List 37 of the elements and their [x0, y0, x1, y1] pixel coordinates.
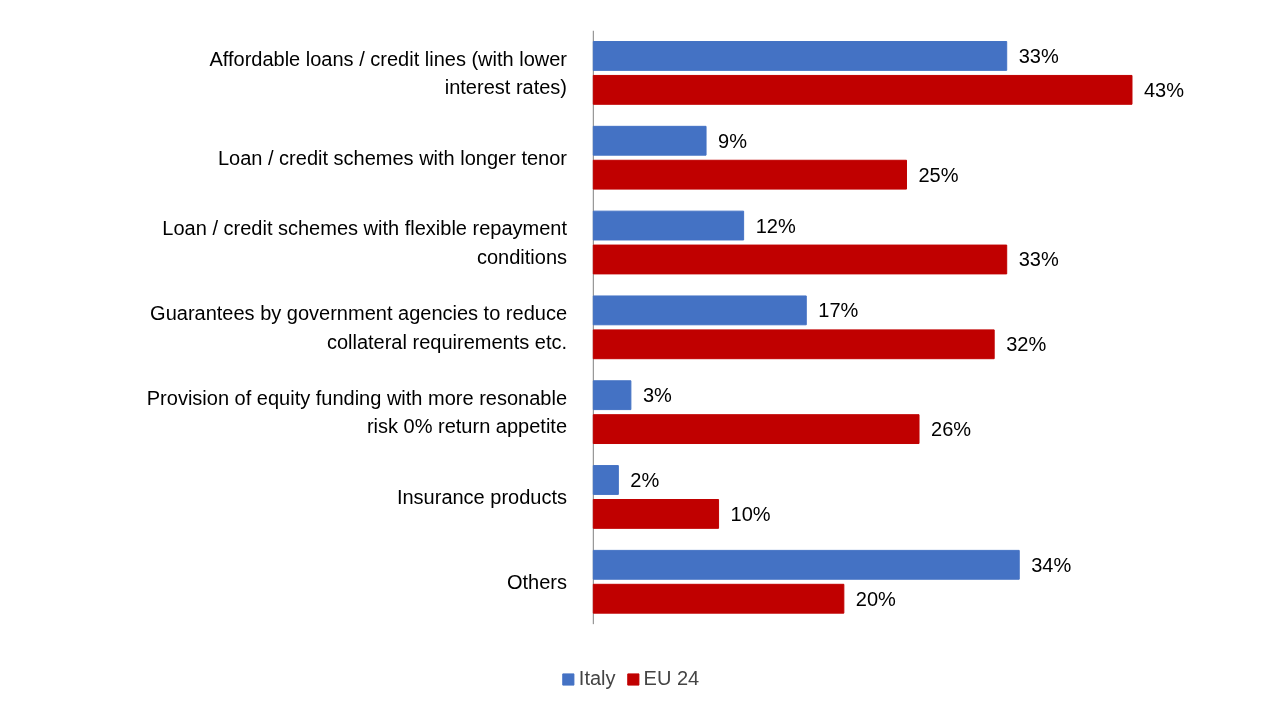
bar — [592, 295, 807, 326]
bar — [592, 74, 1133, 105]
bar — [592, 583, 845, 614]
data-label: 34% — [1031, 553, 1072, 576]
data-label: 20% — [855, 587, 897, 610]
y-tick-label: Others — [506, 570, 568, 593]
bar — [592, 549, 1020, 580]
data-label: 33% — [1018, 44, 1059, 67]
legend-label: Italy — [578, 667, 616, 690]
data-label: 12% — [755, 214, 796, 237]
bar — [592, 465, 619, 495]
y-tick-label: Loan / credit schemes with longer tenor — [217, 146, 568, 169]
data-label: 43% — [1143, 78, 1185, 101]
data-label: 9% — [718, 129, 748, 152]
data-label: 2% — [630, 468, 660, 491]
bar — [592, 159, 907, 190]
y-tick-label: Guarantees by government agencies to reduce collateral requirements etc. — [150, 302, 568, 353]
bar — [592, 210, 745, 241]
data-label: 3% — [642, 384, 673, 407]
data-label: 25% — [918, 163, 959, 186]
y-tick-label: Provision of equity funding with more resonable risk 0% return appetite — [146, 386, 568, 438]
data-label: 17% — [818, 299, 859, 322]
legend-label: EU 24 — [643, 667, 700, 690]
data-label: 33% — [1018, 248, 1059, 271]
bar — [592, 41, 1008, 71]
bar — [592, 244, 1008, 275]
data-label: 10% — [730, 502, 771, 525]
bar — [592, 499, 720, 529]
bar — [592, 380, 632, 411]
bar — [592, 125, 707, 156]
y-tick-label: Loan / credit schemes with flexible repayment conditions — [162, 217, 568, 268]
y-tick-label: Affordable loans / credit lines (with lower interest rates) — [209, 47, 568, 99]
data-label: 26% — [931, 418, 972, 441]
bar — [592, 329, 995, 360]
y-tick-label: Insurance products — [396, 485, 568, 508]
data-label: 32% — [1006, 333, 1047, 356]
bar — [592, 414, 920, 445]
